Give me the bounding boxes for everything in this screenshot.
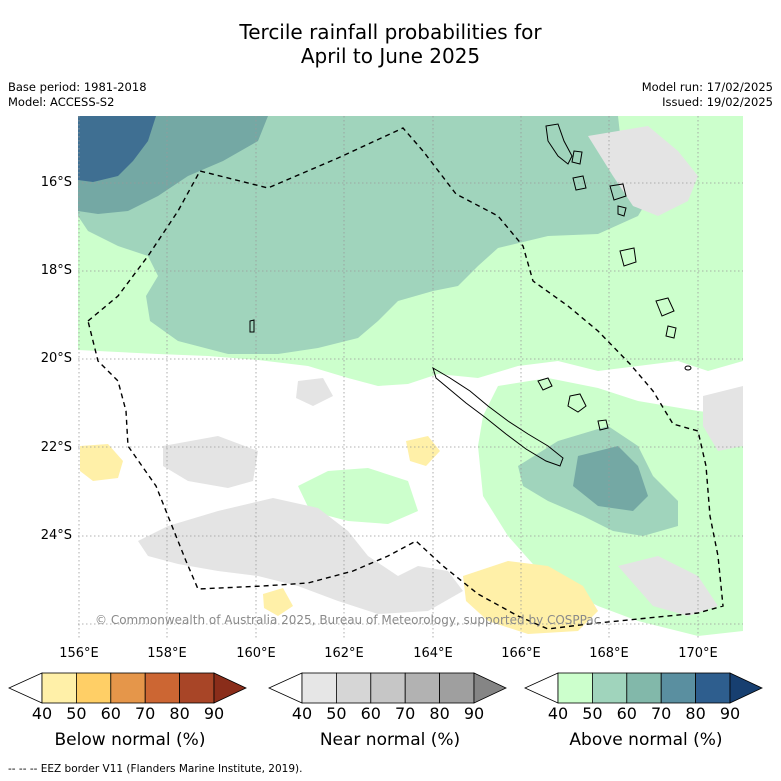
colorbar-near-normal-swatches [268,672,507,704]
near-normal-50-patch-4 [588,126,698,216]
lat-label-22s: 22°S [40,440,72,455]
graticule [78,116,743,639]
colorbar-tick-label: 80 [685,704,706,723]
colorbar-tick-label: 60 [100,704,121,723]
lon-label-162e: 162°E [324,646,364,661]
base-period-text: Base period: 1981-2018 [8,80,147,94]
colorbar-segment [76,672,112,704]
solomon-islands [249,319,255,333]
near-normal-50-patch-2 [138,498,463,614]
near-normal-50-patch-3 [296,378,333,406]
colorbar-segment [404,672,440,704]
new-caledonia-island [432,366,564,467]
colorbar-above-normal-swatches [524,672,763,704]
below-normal-50-patch-2 [406,436,440,466]
colorbar-segment [8,672,43,704]
colorbar-segment [41,672,77,704]
near-normal-50-patch-6 [618,556,718,616]
islet [684,365,692,371]
colorbar-tick-label: 90 [203,704,225,723]
colorbar-segment [110,672,146,704]
vanuatu-islands [545,123,677,339]
eez-border [87,127,724,630]
colorbar-segment [439,672,475,704]
colorbar-tick-label: 70 [395,704,416,723]
above-normal-70-patch-east [573,446,648,511]
near-normal-50-patch-5 [703,386,743,451]
colorbar-segment [473,672,507,704]
colorbar-tick-label: 80 [429,704,450,723]
colorbar-tick-label: 50 [326,704,347,723]
colorbar-near-normal-title: Near normal (%) [319,730,461,750]
colorbar-above-normal [524,672,768,708]
eez-border-footnote: -- -- -- EEZ border V11 (Flanders Marine… [8,763,303,775]
lat-label-16s: 16°S [40,175,72,190]
below-normal-50-patch-1 [80,444,123,481]
above-normal-60-region-north [78,116,653,354]
colorbar-segment [268,672,303,704]
colorbar-segment [729,672,763,704]
colorbar-tick-label: 80 [169,704,190,723]
colorbar-near-normal [268,672,512,708]
issued-text: Issued: 19/02/2025 [662,95,773,109]
colorbar-tick-label: 40 [547,704,569,723]
map-title-line1: Tercile rainfall probabilities for [239,20,542,44]
colorbar-segment [301,672,337,704]
lon-label-166e: 166°E [501,646,541,661]
colorbar-above-normal-title: Above normal (%) [569,730,723,750]
colorbar-tick-label: 60 [616,704,637,723]
colorbar-segment [592,672,628,704]
loyalty-islands [537,377,609,431]
lon-label-164e: 164°E [413,646,453,661]
model-text: Model: ACCESS-S2 [8,95,115,109]
colorbar-segment [557,672,593,704]
colorbar-tick-label: 50 [582,704,603,723]
below-normal-50-patch-3 [463,561,598,634]
above-normal-80-region [78,116,156,182]
colorbar-segment [626,672,662,704]
copyright-credit: © Commonwealth of Australia 2025, Bureau… [95,613,601,627]
colorbar-segment [144,672,180,704]
lat-label-20s: 20°S [40,351,72,366]
colorbar-segment [695,672,731,704]
lon-label-156e: 156°E [59,646,99,661]
colorbar-segment [524,672,559,704]
lon-label-158e: 158°E [147,646,187,661]
model-run-text: Model run: 17/02/2025 [641,80,773,94]
colorbar-segment [660,672,696,704]
colorbar-segment [213,672,247,704]
colorbar-below-normal-title: Below normal (%) [54,730,206,750]
colorbar-segment [179,672,215,704]
colorbar-tick-label: 40 [291,704,313,723]
colorbar-segment [336,672,372,704]
below-normal-50-patch-4 [263,588,293,616]
colorbar-tick-label: 50 [66,704,87,723]
colorbar-below-normal [8,672,252,708]
near-normal-50-patch-1 [163,436,258,488]
lon-label-160e: 160°E [236,646,276,661]
above-normal-50-patch-west [298,468,418,524]
colorbar-tick-label: 60 [360,704,381,723]
colorbar-tick-label: 90 [463,704,485,723]
map-canvas [78,116,743,639]
colorbar-tick-label: 40 [31,704,53,723]
colorbar-segment [370,672,406,704]
lon-label-168e: 168°E [589,646,629,661]
probability-map: © Commonwealth of Australia 2025, Bureau… [78,116,743,639]
map-title-line2: April to June 2025 [300,44,481,68]
lat-label-24s: 24°S [40,528,72,543]
colorbar-tick-label: 70 [651,704,672,723]
colorbar-below-normal-swatches [8,672,247,704]
lat-label-18s: 18°S [40,263,72,278]
colorbar-tick-label: 90 [719,704,741,723]
colorbar-tick-label: 70 [135,704,156,723]
lon-label-170e: 170°E [678,646,718,661]
